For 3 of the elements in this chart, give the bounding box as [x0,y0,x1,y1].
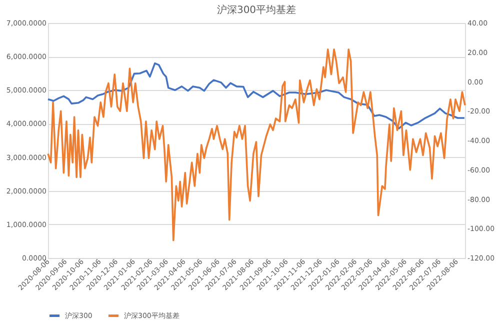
chart-title: 沪深300平均基差 [216,4,296,16]
line-series [47,48,466,242]
line-series [47,62,466,130]
